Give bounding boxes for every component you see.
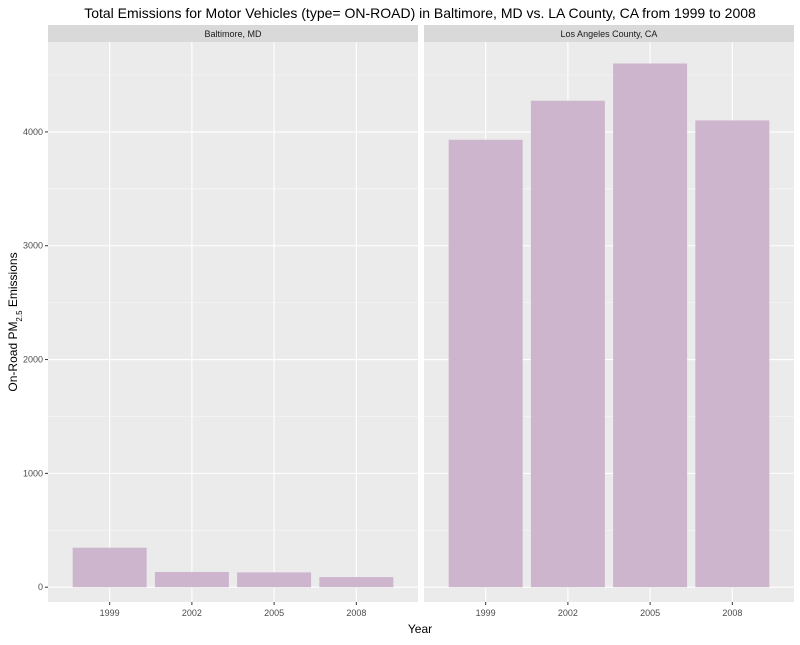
x-tick-label: 1999 [100,608,120,618]
y-tick-label: 1000 [23,468,43,478]
facet-strip [424,25,794,42]
facets-layer: Baltimore, MD 1999 2002 2005 2008 0 1000 2000 30… [23,25,794,618]
bar [72,547,147,588]
y-axis-title-prefix: On-Road PM [6,322,20,392]
x-axis-title: Year [408,622,432,636]
facet-panel: Los Angeles County, CA 1999 2002 2005 2008 [424,25,794,618]
facet-strip [48,25,418,42]
bar [695,120,770,588]
x-tick-label: 2002 [558,608,578,618]
bar [613,63,688,588]
x-tick-label: 2008 [346,608,366,618]
x-tick-label: 1999 [476,608,496,618]
facet-strip-label: Los Angeles County, CA [561,29,658,39]
y-axis-title: On-Road PM2.5 Emissions [6,252,24,391]
bar [448,139,523,588]
x-tick-label: 2005 [264,608,284,618]
facet-strip-label: Baltimore, MD [204,29,262,39]
y-axis-title-suffix: Emissions [6,252,20,310]
bar [530,100,605,588]
y-tick-label: 2000 [23,355,43,365]
x-tick-label: 2008 [722,608,742,618]
x-tick-label: 2002 [182,608,202,618]
y-axis-title-subscript: 2.5 [15,310,24,322]
x-tick-label: 2005 [640,608,660,618]
y-tick-label: 0 [38,582,43,592]
facet-panel: Baltimore, MD 1999 2002 2005 2008 0 1000 2000 30… [23,25,418,618]
y-tick-label: 3000 [23,241,43,251]
panel-background [48,42,418,602]
chart-title: Total Emissions for Motor Vehicles (type… [84,5,756,21]
bar [154,571,229,588]
bar [319,577,394,588]
y-tick-label: 4000 [23,127,43,137]
bar [237,572,312,588]
